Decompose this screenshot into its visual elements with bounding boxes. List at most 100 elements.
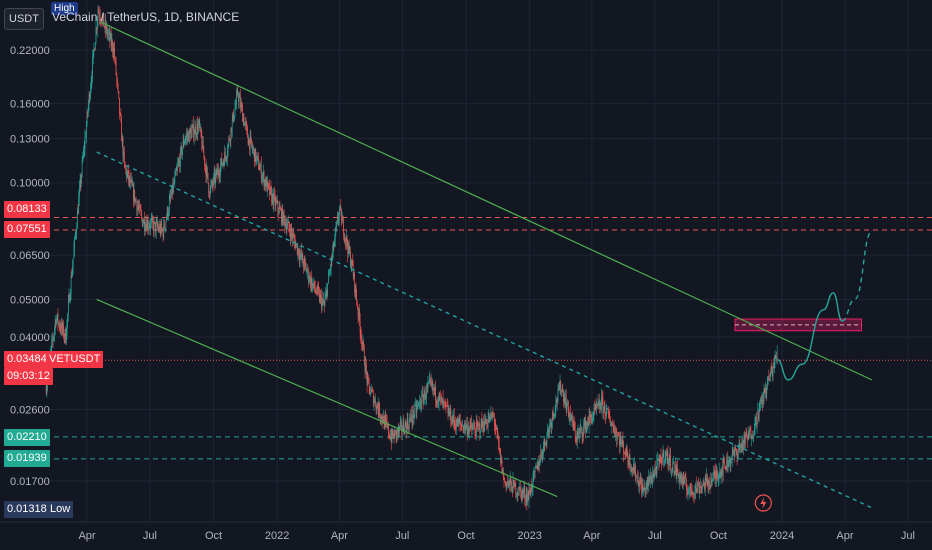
candle-body (103, 26, 105, 28)
candle-body (648, 476, 650, 483)
candle-body (694, 491, 696, 495)
candle-body (696, 489, 698, 492)
candle-body (123, 152, 125, 163)
candle-body (302, 254, 304, 263)
x-tick-label: 2024 (770, 530, 794, 542)
candle-body (387, 424, 389, 427)
candle-body (76, 211, 78, 229)
candle-body (751, 436, 752, 439)
candle-body (65, 336, 67, 344)
candle-body (203, 152, 205, 156)
candle-body (746, 434, 748, 438)
candle-body (563, 398, 565, 402)
candle-body (263, 172, 265, 186)
candle-body (480, 431, 481, 434)
candle-body (487, 419, 489, 427)
candle-body (749, 428, 751, 431)
candle-body (566, 405, 568, 411)
candle-body (64, 329, 66, 337)
candle-body (660, 456, 662, 461)
candle-body (156, 222, 158, 224)
candle-body (428, 379, 430, 382)
candle-body (363, 347, 365, 365)
candle-body (97, 20, 98, 29)
candle-body (752, 436, 754, 439)
candle-body (737, 451, 739, 459)
candle-body (204, 155, 205, 166)
candle-body (151, 218, 153, 221)
candle-body (671, 468, 673, 471)
candle-body (586, 422, 588, 425)
symbol-tag: VETUSDT (46, 351, 104, 368)
candle-body (549, 423, 550, 432)
resistance-top-tag: 0.08133 (4, 201, 50, 218)
y-tick-label: 0.16000 (10, 99, 50, 111)
candle-body (740, 445, 741, 447)
candle-body (525, 494, 527, 501)
candle-body (280, 209, 281, 211)
candle-body (370, 390, 372, 394)
candle-body (316, 286, 318, 294)
candle-body (274, 195, 276, 206)
candle-body (473, 425, 474, 428)
candle-body (183, 140, 185, 145)
candle-body (765, 388, 766, 392)
candle-body (610, 422, 611, 426)
candle-body (61, 322, 63, 330)
candle-body (684, 477, 685, 484)
candle-body (534, 471, 535, 473)
candle-body (182, 148, 183, 156)
candle-body (619, 436, 620, 446)
candle-body (447, 406, 449, 416)
candle-body (684, 477, 686, 479)
candle-body (520, 487, 521, 491)
candle-body (753, 431, 755, 435)
candle-body (343, 235, 345, 240)
candle-body (639, 481, 640, 488)
candle-body (177, 162, 179, 166)
candle-body (239, 97, 241, 98)
candle-body (396, 429, 398, 437)
candle-body (743, 434, 745, 443)
candle-body (742, 442, 744, 451)
candle-body (514, 480, 515, 487)
candle-body (336, 217, 338, 222)
candle-body (307, 268, 308, 272)
candle-body (278, 209, 279, 214)
candle-body (730, 460, 732, 465)
candle-body (659, 455, 661, 457)
candle-body (683, 476, 685, 484)
candle-body (365, 363, 367, 372)
candle-body (63, 336, 65, 338)
candle-body (267, 181, 269, 185)
candle-body (759, 402, 761, 408)
candle-body (487, 426, 488, 428)
candle-body (460, 420, 461, 424)
candle-body (265, 179, 267, 187)
candle-body (58, 322, 59, 324)
candle-body (147, 220, 149, 229)
candle-body (558, 387, 559, 389)
candle-body (249, 139, 250, 150)
candle-body (661, 460, 663, 465)
candle-body (729, 456, 731, 465)
candle-body (377, 407, 379, 414)
candle-body (736, 453, 738, 459)
candle-body (224, 152, 225, 166)
candle-body (581, 426, 582, 430)
candle-body (126, 169, 127, 177)
candle-body (602, 398, 604, 413)
y-tick-label: 0.04000 (10, 332, 50, 344)
symbol-title[interactable]: VeChain / TetherUS, 1D, BINANCE (52, 10, 240, 24)
candle-body (336, 221, 337, 228)
candle-body (527, 494, 529, 500)
currency-button[interactable]: USDT (4, 8, 44, 30)
candle-body (428, 381, 429, 384)
candle-body (223, 161, 225, 166)
candle-body (338, 217, 340, 222)
candle-body (518, 493, 519, 495)
candle-body (552, 411, 553, 422)
candle-body (291, 228, 293, 234)
candle-body (191, 130, 192, 139)
